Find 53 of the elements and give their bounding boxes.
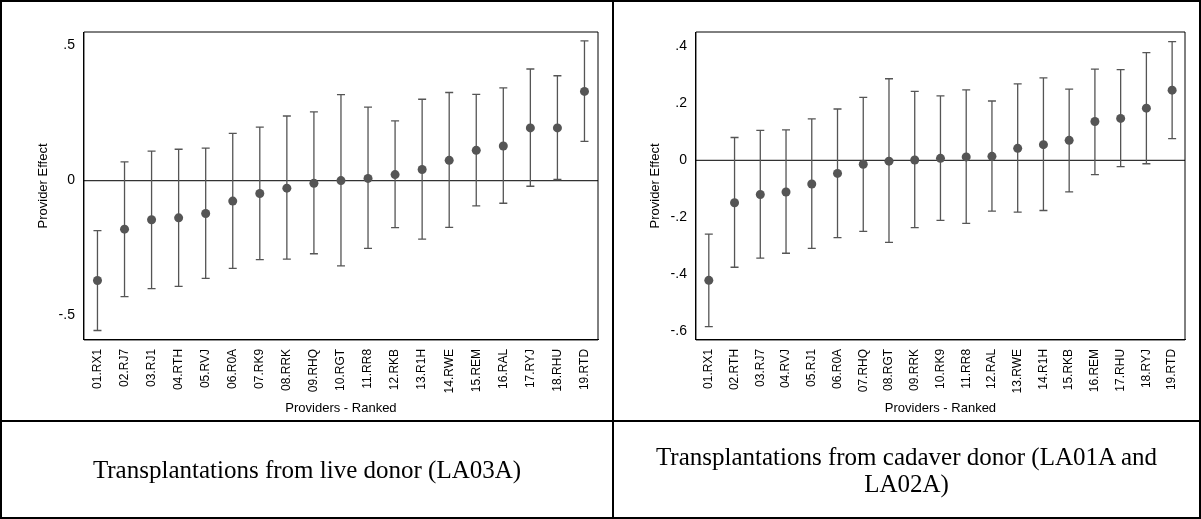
x-tick-label: 17.RHU bbox=[1112, 348, 1127, 392]
x-tick-label: 04.RVJ bbox=[778, 348, 793, 389]
x-tick-label: 15.RKB bbox=[1061, 348, 1076, 391]
x-tick-label: 04.RTH bbox=[170, 348, 185, 391]
x-tick-label: 13.R1H bbox=[414, 348, 429, 390]
x-tick-label: 06.R0A bbox=[225, 348, 240, 389]
x-tick-label: 12.RAL bbox=[984, 348, 999, 389]
x-tick-label: 15.REM bbox=[468, 348, 483, 393]
x-tick-label: 08.RGT bbox=[881, 348, 896, 391]
x-tick-label: 03.RJ1 bbox=[143, 348, 158, 387]
y-tick-label: -.6 bbox=[670, 322, 688, 339]
x-tick-label: 12.RKB bbox=[387, 348, 402, 391]
x-tick-label: 19.RTD bbox=[1164, 348, 1179, 391]
x-tick-label: 02.RJ7 bbox=[116, 348, 131, 387]
x-axis-title: Providers - Ranked bbox=[285, 399, 397, 415]
y-tick-label: 0 bbox=[67, 171, 76, 188]
x-tick-label: 07.RK9 bbox=[252, 348, 267, 389]
y-axis-title: Provider Effect bbox=[35, 143, 51, 229]
x-tick-label: 05.RJ1 bbox=[804, 348, 819, 387]
x-tick-label: 11.RR8 bbox=[360, 348, 375, 389]
x-tick-label: 01.RX1 bbox=[89, 348, 104, 389]
x-tick-label: 05.RVJ bbox=[198, 348, 212, 389]
y-tick-label: -.5 bbox=[58, 306, 76, 323]
x-tick-label: 02.RTH bbox=[726, 348, 741, 391]
y-tick-label: -.2 bbox=[670, 208, 688, 225]
text: Transplantations from cadaver donor (LA01A and LA02A) bbox=[654, 442, 1159, 497]
x-tick-label: 11.RR8 bbox=[958, 348, 973, 389]
x-tick-label: 14.RWE bbox=[441, 348, 456, 394]
x-tick-label: 09.RHQ bbox=[306, 348, 321, 393]
x-tick-label: 10.RK9 bbox=[932, 348, 947, 389]
x-tick-label: 10.RGT bbox=[333, 348, 348, 391]
text: Transplantations from live donor (LA03A) bbox=[92, 456, 522, 483]
x-tick-label: 06.R0A bbox=[829, 348, 844, 389]
x-axis-title: Providers - Ranked bbox=[884, 399, 997, 415]
x-tick-label: 16.RAL bbox=[495, 348, 510, 389]
y-tick-label: .5 bbox=[63, 36, 76, 53]
x-tick-label: 08.RRK bbox=[279, 348, 294, 391]
y-tick-label: .2 bbox=[675, 94, 688, 111]
x-tick-label: 18.RYJ bbox=[1138, 348, 1153, 389]
x-tick-label: 01.RX1 bbox=[701, 348, 716, 389]
x-tick-label: 17.RYJ bbox=[522, 348, 537, 389]
x-tick-label: 03.RJ7 bbox=[752, 348, 767, 387]
x-tick-label: 09.RRK bbox=[907, 348, 922, 391]
x-tick-label: 16.REM bbox=[1087, 348, 1102, 393]
y-tick-label: -.4 bbox=[670, 265, 688, 282]
y-tick-label: .4 bbox=[675, 37, 688, 54]
y-axis-title: Provider Effect bbox=[647, 143, 663, 229]
x-tick-label: 18.RHU bbox=[549, 348, 564, 392]
x-tick-label: 14.R1H bbox=[1035, 348, 1050, 390]
y-tick-label: 0 bbox=[679, 151, 688, 168]
x-tick-label: 13.RWE bbox=[1010, 348, 1024, 394]
x-tick-label: 19.RTD bbox=[576, 348, 591, 391]
x-tick-label: 07.RHQ bbox=[855, 348, 870, 393]
